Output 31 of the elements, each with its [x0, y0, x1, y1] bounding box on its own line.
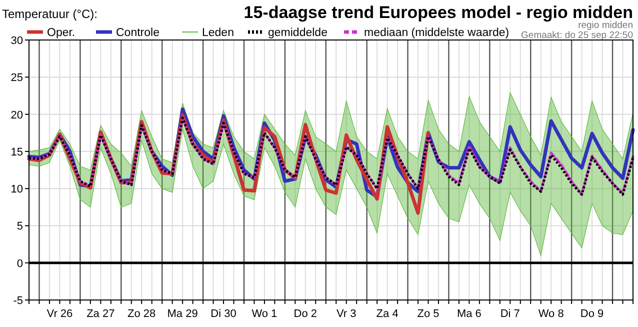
x-tick-label: Di 7 — [500, 308, 520, 320]
y-tick-label: 5 — [16, 220, 23, 233]
x-tick-label: Za 4 — [376, 308, 398, 320]
x-tick-label: Do 2 — [294, 308, 318, 320]
x-tick-label: Vr 26 — [46, 308, 73, 320]
x-tick-label: Vr 3 — [336, 308, 356, 320]
legend-label: gemiddelde — [268, 27, 328, 39]
y-tick-label: 20 — [10, 109, 23, 122]
y-tick-label: -5 — [13, 295, 23, 307]
legend-label: Controle — [116, 27, 160, 39]
text: regio midden — [578, 20, 633, 31]
x-tick-label: Do 9 — [580, 308, 604, 320]
legend-label: mediaan (middelste waarde) — [364, 27, 510, 39]
x-tick-label: Wo 1 — [252, 308, 278, 320]
legend-label: Leden — [202, 27, 234, 39]
x-tick-label: Ma 6 — [456, 308, 482, 320]
chart-title: 15-daagse trend Europees model - regio midden — [244, 3, 633, 22]
annotation: Gemaakt: do 25 sep 22:50 — [521, 30, 633, 41]
legend-label: Oper. — [47, 27, 76, 39]
x-tick-label: Di 30 — [210, 308, 236, 320]
x-tick-label: Zo 28 — [128, 308, 156, 320]
y-tick-label: 25 — [10, 72, 23, 84]
y-tick-label: 0 — [16, 258, 23, 270]
x-tick-label: Za 27 — [86, 308, 115, 320]
x-tick-label: Zo 5 — [417, 308, 440, 320]
y-tick-label: 30 — [10, 35, 23, 47]
y-tick-label: 10 — [10, 184, 23, 196]
y-axis-title: Temperatuur (°C): — [2, 7, 98, 21]
x-tick-label: Wo 8 — [538, 308, 564, 320]
y-tick-label: 15 — [10, 146, 23, 158]
x-tick-label: Ma 29 — [167, 308, 198, 320]
